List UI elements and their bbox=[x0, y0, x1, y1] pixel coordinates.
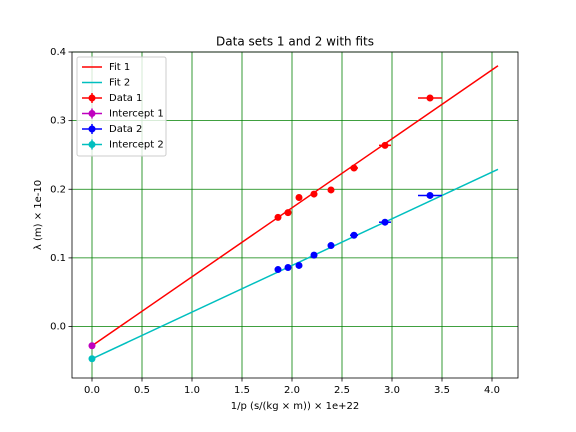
y-tick-label: 0.4 bbox=[50, 47, 66, 58]
legend-label: Intercept 1 bbox=[109, 109, 164, 120]
data-point bbox=[284, 264, 292, 272]
x-tick-label: 0.5 bbox=[134, 385, 150, 396]
data-point bbox=[426, 191, 434, 199]
data-point bbox=[426, 94, 434, 102]
data-point bbox=[310, 190, 318, 198]
y-tick-label: 0.3 bbox=[50, 116, 66, 127]
data-point bbox=[88, 355, 96, 363]
x-tick-label: 2.0 bbox=[284, 385, 300, 396]
data-point bbox=[88, 342, 96, 350]
data-point bbox=[381, 218, 389, 226]
legend: Fit 1 Fit 2 Data 1 Intercept 1 Data 2 Interce… bbox=[76, 56, 167, 157]
x-tick-label: 3.5 bbox=[434, 385, 450, 396]
y-tick-label: 0.0 bbox=[50, 322, 66, 333]
legend-label: Data 1 bbox=[109, 93, 142, 104]
data-point bbox=[310, 251, 318, 259]
y-tick-label: 0.1 bbox=[50, 253, 66, 264]
legend-label: Data 2 bbox=[109, 124, 142, 135]
data-point bbox=[295, 193, 303, 201]
data-point bbox=[327, 186, 335, 194]
x-tick-label: 1.5 bbox=[234, 385, 250, 396]
legend-label: Fit 2 bbox=[109, 78, 130, 89]
x-tick-label: 1.0 bbox=[184, 385, 200, 396]
legend-label: Intercept 2 bbox=[109, 140, 164, 151]
data-point bbox=[295, 261, 303, 269]
x-tick-label: 4.0 bbox=[484, 385, 500, 396]
fit-line bbox=[91, 168, 499, 360]
data-point bbox=[350, 164, 358, 172]
x-tick-label: 0.0 bbox=[84, 385, 100, 396]
data-point bbox=[381, 141, 389, 149]
data-point bbox=[350, 231, 358, 239]
plot-frame bbox=[71, 51, 519, 379]
chart-title: Data sets 1 and 2 with fits bbox=[216, 35, 374, 49]
y-axis-label: λ (m) × 1e-10 bbox=[33, 180, 44, 250]
x-axis-label: 1/p (s/(kg × m)) × 1e+22 bbox=[231, 401, 359, 412]
data-point bbox=[274, 213, 282, 221]
x-tick-label: 3.0 bbox=[384, 385, 400, 396]
fit-line bbox=[91, 65, 499, 347]
legend-label: Fit 1 bbox=[109, 62, 130, 73]
data-point bbox=[274, 266, 282, 274]
y-tick-label: 0.2 bbox=[50, 184, 66, 195]
data-point bbox=[284, 209, 292, 217]
x-tick-label: 2.5 bbox=[334, 385, 350, 396]
data-point bbox=[327, 242, 335, 250]
